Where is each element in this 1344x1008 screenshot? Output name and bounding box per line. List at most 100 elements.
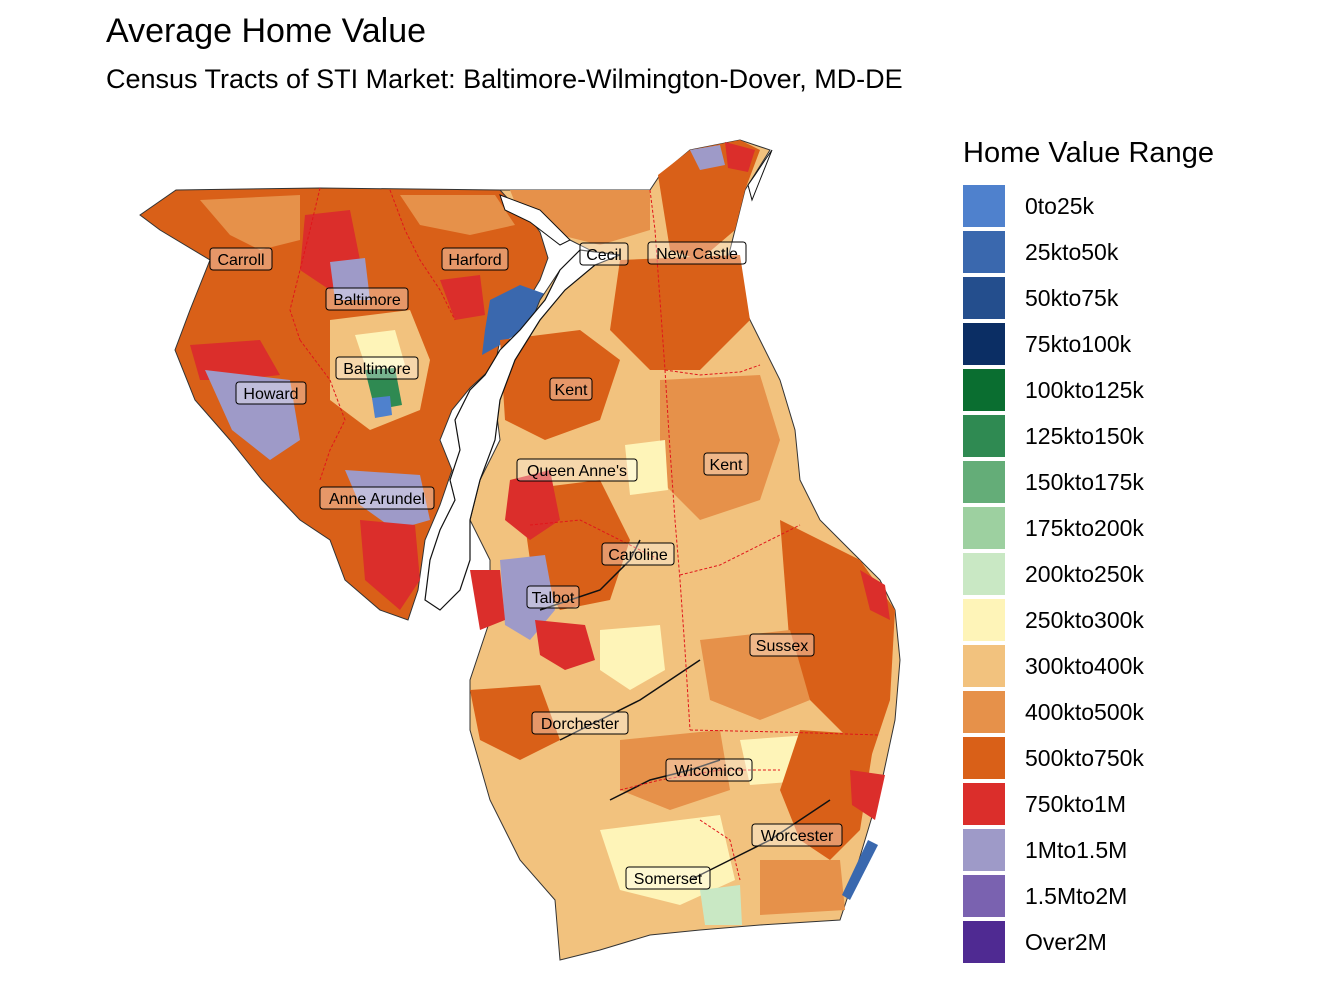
legend-swatch <box>963 737 1005 779</box>
legend-swatch <box>963 645 1005 687</box>
county-label-kent-md-text: Kent <box>555 382 588 399</box>
county-label-howard[interactable]: Howard <box>235 381 307 405</box>
legend-swatch <box>963 231 1005 273</box>
legend-item[interactable]: 750kto1M <box>963 781 1214 827</box>
legend-item[interactable]: 0to25k <box>963 183 1214 229</box>
county-label-new-castle[interactable]: New Castle <box>647 241 747 265</box>
legend-label: 750kto1M <box>1025 790 1127 817</box>
howard-purple-tracts <box>205 370 300 460</box>
legend-swatch <box>963 553 1005 595</box>
county-label-baltimore-county[interactable]: Baltimore <box>325 287 409 311</box>
county-label-carroll[interactable]: Carroll <box>209 247 273 271</box>
sussex-red-coast <box>860 570 890 620</box>
county-label-sussex[interactable]: Sussex <box>749 633 815 657</box>
legend-swatch <box>963 599 1005 641</box>
dorchester-yellow <box>600 625 665 690</box>
carroll-light-tracts <box>200 195 300 250</box>
county-label-queen-annes-text: Queen Anne's <box>527 463 627 480</box>
county-label-caroline[interactable]: Caroline <box>601 542 675 566</box>
worcester-blue-coast <box>842 840 878 900</box>
legend-label: 50kto75k <box>1025 284 1119 311</box>
county-label-anne-arundel[interactable]: Anne Arundel <box>319 486 435 510</box>
water-bodies <box>424 149 831 881</box>
legend-swatch <box>963 461 1005 503</box>
kent-de-yellow <box>625 440 668 495</box>
legend-item[interactable]: 125kto150k <box>963 413 1214 459</box>
howard-boundary <box>299 339 346 481</box>
county-label-harford[interactable]: Harford <box>441 247 509 271</box>
legend-swatch <box>963 323 1005 365</box>
legend-swatch <box>963 783 1005 825</box>
county-label-new-castle-text: New Castle <box>656 246 738 263</box>
legend-items: 0to25k 25kto50k 50kto75k 75kto100k 100kto125… <box>963 183 1214 965</box>
legend-item[interactable]: 1Mto1.5M <box>963 827 1214 873</box>
legend-item[interactable]: 1.5Mto2M <box>963 873 1214 919</box>
new-castle-purple-tracts <box>690 145 725 170</box>
carroll-baltimore-boundary <box>289 187 321 341</box>
legend-swatch <box>963 415 1005 457</box>
county-label-worcester[interactable]: Worcester <box>751 823 843 847</box>
eastern-shore-tracts <box>469 139 901 961</box>
legend-swatch <box>963 829 1005 871</box>
county-label-baltimore-county-text: Baltimore <box>333 292 401 309</box>
chesapeake-bay <box>424 249 621 611</box>
kent-sussex-boundary <box>679 524 801 576</box>
legend-swatch <box>963 369 1005 411</box>
county-label-kent-de[interactable]: Kent <box>703 452 749 476</box>
somerset-worcester-boundary <box>699 819 741 881</box>
nanticoke-river <box>559 659 701 741</box>
cecil-newcastle-boundary <box>649 189 666 371</box>
choptank-river <box>539 539 641 611</box>
legend-item[interactable]: 25kto50k <box>963 229 1214 275</box>
county-label-wicomico-text: Wicomico <box>674 763 743 780</box>
county-label-dorchester[interactable]: Dorchester <box>531 711 629 735</box>
legend-swatch <box>963 691 1005 733</box>
northeast-river <box>499 194 571 246</box>
legend-swatch <box>963 277 1005 319</box>
legend-item[interactable]: 300kto400k <box>963 643 1214 689</box>
county-label-talbot[interactable]: Talbot <box>526 585 580 609</box>
legend-item[interactable]: Over2M <box>963 919 1214 965</box>
legend-item[interactable]: 200kto250k <box>963 551 1214 597</box>
md-de-boundary <box>664 369 691 731</box>
map-subtitle: Census Tracts of STI Market: Baltimore-W… <box>106 64 903 94</box>
anne-arundel-red <box>360 520 420 610</box>
wicomico-orange <box>620 730 730 810</box>
worcester-orange <box>780 730 875 860</box>
county-label-wicomico[interactable]: Wicomico <box>665 758 753 782</box>
legend-item[interactable]: 100kto125k <box>963 367 1214 413</box>
new-castle-south-orange <box>610 255 750 370</box>
legend-item[interactable]: 400kto500k <box>963 689 1214 735</box>
dorchester-orange <box>470 685 560 760</box>
delaware-river <box>747 149 773 202</box>
county-label-worcester-text: Worcester <box>761 828 834 845</box>
queen-annes-caroline-boundary <box>529 519 661 561</box>
county-label-kent-md[interactable]: Kent <box>549 377 593 401</box>
legend-item[interactable]: 50kto75k <box>963 275 1214 321</box>
legend-swatch <box>963 185 1005 227</box>
legend-item[interactable]: 75kto100k <box>963 321 1214 367</box>
baltimore-city-yellow <box>355 330 405 380</box>
baltimore-harford-boundary <box>389 189 456 321</box>
legend-label: 1.5Mto2M <box>1025 882 1128 909</box>
county-label-cecil-text: Cecil <box>586 247 622 264</box>
county-label-somerset[interactable]: Somerset <box>625 866 711 890</box>
county-label-kent-de-text: Kent <box>710 457 743 474</box>
worcester-red <box>850 770 885 820</box>
legend-item[interactable]: 150kto175k <box>963 459 1214 505</box>
legend-item[interactable]: 175kto200k <box>963 505 1214 551</box>
legend-item[interactable]: 250kto300k <box>963 597 1214 643</box>
county-label-baltimore-city-text: Baltimore <box>343 361 411 378</box>
talbot-red-west <box>470 570 505 630</box>
legend-item[interactable]: 500kto750k <box>963 735 1214 781</box>
county-label-anne-arundel-text: Anne Arundel <box>329 491 425 508</box>
county-label-queen-annes[interactable]: Queen Anne's <box>516 458 638 482</box>
legend-label: 25kto50k <box>1025 238 1119 265</box>
talbot-red <box>535 620 595 670</box>
county-label-baltimore-city[interactable]: Baltimore <box>335 356 419 380</box>
county-label-dorchester-text: Dorchester <box>541 716 620 733</box>
harford-light-tracts <box>400 195 515 235</box>
county-label-cecil[interactable]: Cecil <box>579 242 629 266</box>
legend-label: 1Mto1.5M <box>1025 836 1128 863</box>
worcester-south-orange <box>760 860 845 915</box>
